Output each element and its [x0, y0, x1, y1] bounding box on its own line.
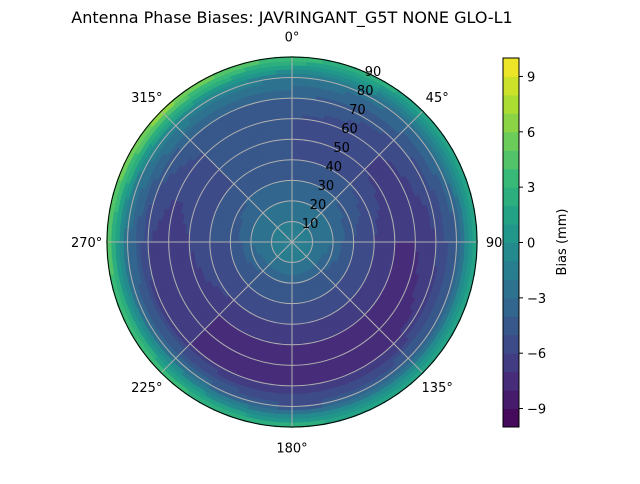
r-tick-label: 70: [349, 103, 366, 118]
r-tick-label: 40: [325, 160, 342, 175]
colorbar: −9 −6 −3 0 3 6 9: [503, 58, 546, 428]
r-tick-label: 90: [365, 65, 382, 80]
colorbar-band: [503, 132, 519, 151]
colorbar-band: [503, 224, 519, 243]
colorbar-tick-label: −6: [527, 347, 546, 362]
colorbar-band: [503, 206, 519, 225]
colorbar-tick-label: −9: [527, 403, 546, 418]
colorbar-band: [503, 372, 519, 391]
colorbar-band: [503, 58, 519, 77]
r-tick-label: 10: [302, 217, 319, 232]
colorbar-tick-label: 6: [527, 126, 535, 141]
theta-tick-label: 45°: [426, 91, 449, 106]
colorbar-band: [503, 76, 519, 95]
colorbar-band: [503, 95, 519, 114]
colorbar-band: [503, 316, 519, 335]
theta-tick-label: 270°: [71, 236, 102, 251]
colorbar-band: [503, 113, 519, 132]
colorbar-tick-label: 3: [527, 181, 535, 196]
colorbar-band: [503, 298, 519, 317]
r-tick-label: 30: [318, 179, 335, 194]
theta-tick-label: 225°: [131, 381, 162, 396]
colorbar-band: [503, 150, 519, 169]
colorbar-band: [503, 243, 519, 262]
colorbar-band: [503, 409, 519, 428]
colorbar-tick-label: 0: [527, 237, 535, 252]
r-tick-label: 60: [341, 122, 358, 137]
theta-tick-label: 180°: [276, 441, 307, 456]
colorbar-band: [503, 187, 519, 206]
polar-grid: [107, 57, 477, 427]
theta-tick-label: 0°: [285, 31, 300, 46]
colorbar-label: Bias (mm): [555, 209, 570, 276]
colorbar-tick-label: −3: [527, 292, 546, 307]
colorbar-band: [503, 353, 519, 372]
colorbar-tick-label: 9: [527, 70, 535, 85]
colorbar-band: [503, 279, 519, 298]
theta-tick-label: 135°: [422, 381, 453, 396]
chart-title: Antenna Phase Biases: JAVRINGANT_G5T NON…: [71, 8, 512, 28]
r-tick-label: 50: [333, 141, 350, 156]
colorbar-band: [503, 261, 519, 280]
r-tick-label: 20: [310, 198, 327, 213]
colorbar-band: [503, 390, 519, 409]
r-tick-label: 80: [357, 84, 374, 99]
theta-tick-label: 315°: [131, 91, 162, 106]
colorbar-band: [503, 335, 519, 354]
colorbar-band: [503, 169, 519, 188]
